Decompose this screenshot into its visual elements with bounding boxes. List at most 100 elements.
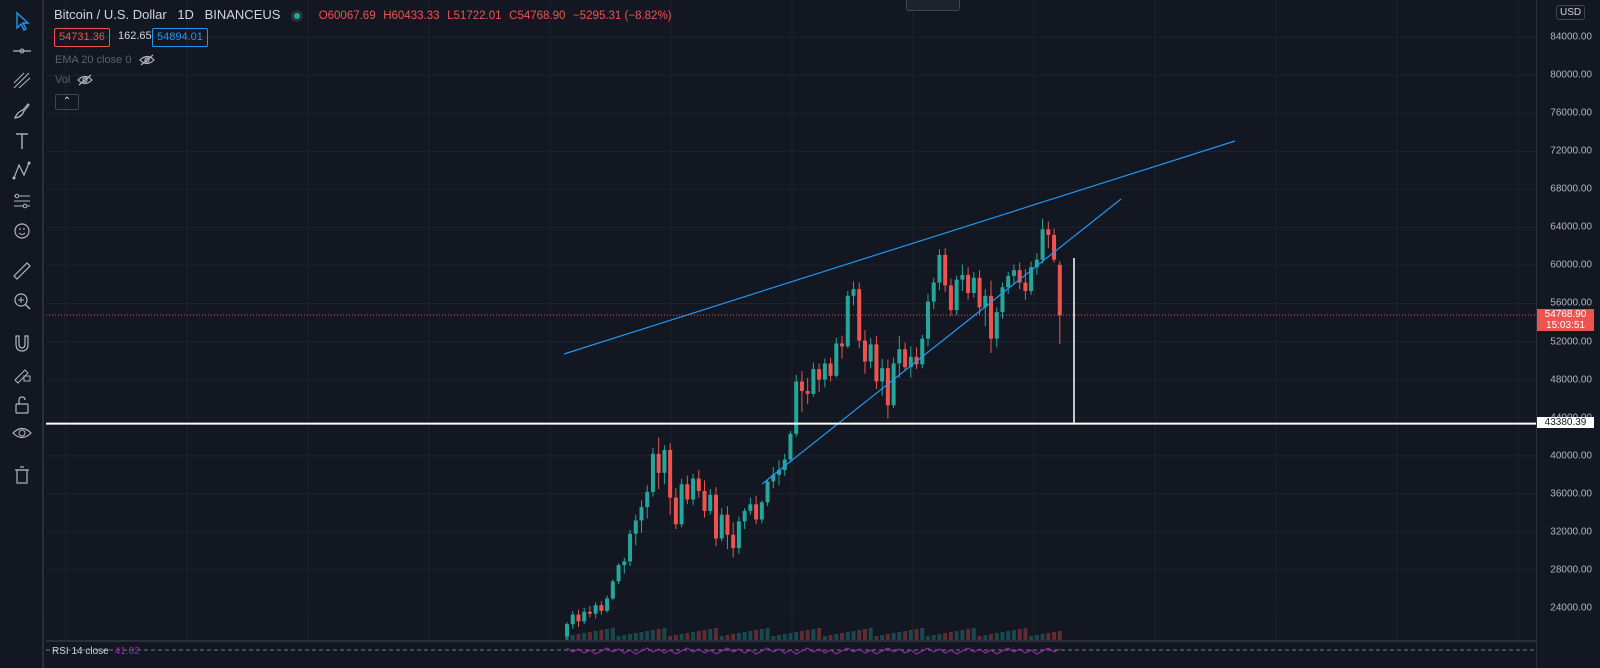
volume-bar — [811, 629, 816, 640]
candle-body — [668, 450, 673, 498]
volume-bar — [914, 629, 919, 640]
text-tool[interactable] — [6, 128, 38, 154]
eye-hidden-icon[interactable] — [138, 54, 155, 66]
volume-bar — [1000, 632, 1005, 640]
candle-body — [1052, 234, 1057, 260]
volume-bar — [777, 635, 782, 640]
emoji-tool[interactable] — [6, 218, 38, 244]
volume-bar — [662, 628, 667, 640]
chart-top-widget[interactable] — [906, 0, 960, 11]
fib-tool[interactable] — [6, 68, 38, 94]
trash-tool[interactable] — [6, 462, 38, 488]
ruler-tool[interactable] — [6, 258, 38, 284]
volume-bar — [725, 635, 730, 640]
volume-bar — [656, 629, 661, 640]
price-chart[interactable] — [46, 0, 1536, 668]
volume-bar — [822, 636, 827, 640]
volume-bar — [828, 635, 833, 640]
candle-body — [570, 614, 575, 625]
horizontal-line-price-tag[interactable]: 43380.39 — [1537, 416, 1594, 428]
volume-bar — [931, 635, 936, 640]
pattern-tool[interactable] — [6, 158, 38, 184]
trend-line-tool[interactable] — [6, 38, 38, 64]
candle-body — [1000, 287, 1005, 313]
ohlc-open: O60067.69 — [318, 10, 376, 22]
zoom-tool[interactable] — [6, 288, 38, 314]
ema-label: EMA 20 close 0 — [55, 54, 132, 66]
volume-bar — [645, 631, 650, 640]
volume-bar — [702, 630, 707, 640]
magnet-tool[interactable] — [6, 330, 38, 356]
interval-label[interactable]: 1D — [177, 7, 194, 22]
candle-body — [897, 349, 902, 364]
candle-body — [593, 605, 598, 614]
volume-bar — [605, 629, 610, 640]
ema-indicator-legend[interactable]: EMA 20 close 0 — [55, 54, 155, 66]
spread-value: 162.65 — [118, 30, 152, 42]
price-tick-label: 84000.00 — [1550, 31, 1592, 43]
volume-bar — [1011, 630, 1016, 640]
volume-bar — [1052, 632, 1057, 640]
candle-body — [696, 478, 701, 491]
ruler-icon — [13, 262, 31, 280]
candle-body — [811, 369, 816, 394]
volume-bar — [960, 630, 965, 640]
candle-body — [679, 484, 684, 525]
volume-bar — [954, 631, 959, 640]
current-price-value: 54768.90 — [1544, 309, 1587, 321]
candle-body — [885, 368, 890, 406]
bar-countdown: 15:03:51 — [1546, 320, 1585, 332]
lock-drawings-tool[interactable] — [6, 360, 38, 386]
cursor-tool[interactable] — [6, 8, 38, 34]
candle-body — [731, 534, 736, 549]
volume-bar — [616, 636, 621, 640]
candle-body — [622, 561, 627, 566]
candle-body — [748, 504, 753, 511]
price-tick-label: 48000.00 — [1550, 374, 1592, 386]
candle-body — [754, 504, 759, 520]
drawing-toolbar — [0, 0, 44, 668]
price-axis[interactable]: 84000.00 80000.00 76000.00 72000.00 68000.00… — [1536, 0, 1600, 668]
candle-body — [874, 344, 879, 382]
volume-bar — [891, 633, 896, 640]
volume-indicator-legend[interactable]: Vol — [55, 74, 94, 86]
candle-body — [994, 312, 999, 339]
symbol-name[interactable]: Bitcoin / U.S. Dollar — [54, 7, 167, 22]
ohlc-low: L51722.01 — [447, 10, 502, 22]
lock-drawings-icon — [14, 369, 31, 384]
ask-price-box[interactable]: 54894.01 — [152, 28, 208, 47]
volume-bar — [943, 633, 948, 640]
candle-body — [650, 453, 655, 492]
collapse-legend-button[interactable]: ⌃ — [55, 94, 79, 110]
brush-tool[interactable] — [6, 98, 38, 124]
bid-price-box[interactable]: 54731.36 — [54, 28, 110, 47]
eye-hidden-icon[interactable] — [77, 74, 94, 86]
forecast-tool[interactable] — [6, 188, 38, 214]
volume-bar — [628, 634, 633, 640]
volume-bar — [593, 631, 598, 640]
candle-body — [954, 279, 959, 311]
volume-bar — [966, 629, 971, 640]
market-status-icon — [291, 9, 304, 22]
rsi-legend[interactable]: RSI 14 close 41.02 — [52, 646, 140, 657]
volume-bar — [817, 628, 822, 640]
volume-bar — [851, 631, 856, 640]
volume-bar — [748, 631, 753, 640]
volume-bar — [685, 633, 690, 640]
candle-body — [1006, 275, 1011, 288]
candle-body — [931, 282, 936, 302]
candle-body — [628, 533, 633, 562]
price-tick-label: 60000.00 — [1550, 259, 1592, 271]
unlock-tool[interactable] — [6, 392, 38, 418]
volume-bar — [742, 632, 747, 640]
candle-body — [834, 343, 839, 376]
eye-tool[interactable] — [6, 420, 38, 446]
price-tick-label: 72000.00 — [1550, 145, 1592, 157]
candle-body — [565, 624, 569, 637]
volume-bar — [948, 632, 953, 640]
candle-body — [1017, 270, 1022, 283]
currency-button[interactable]: USD — [1556, 5, 1586, 20]
candle-body — [673, 497, 678, 525]
trash-icon — [15, 466, 29, 484]
volume-bar — [691, 632, 696, 640]
